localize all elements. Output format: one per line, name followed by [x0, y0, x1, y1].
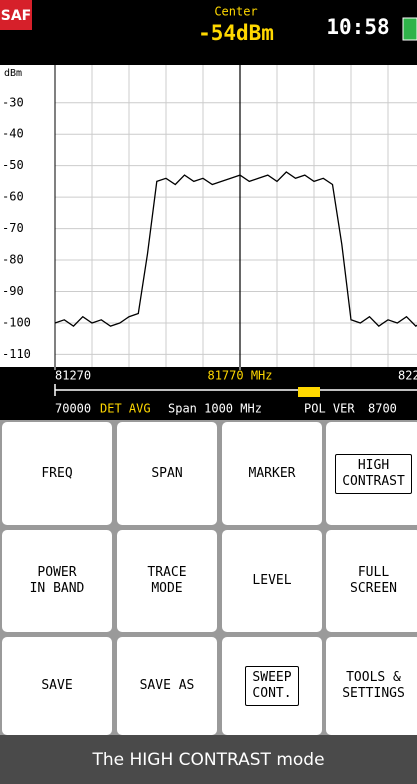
logo: SAF	[1, 8, 31, 24]
menu-button[interactable]: SAVE AS	[117, 637, 217, 735]
button-label: SWEEP CONT.	[245, 666, 299, 706]
y-tick-label: -50	[2, 158, 24, 172]
y-tick-label: -30	[2, 95, 24, 109]
menu-button[interactable]: TOOLS & SETTINGS	[326, 637, 417, 735]
trace	[54, 171, 417, 327]
y-tick-label: -90	[2, 284, 24, 298]
y-tick-label: -100	[2, 315, 31, 329]
status-polarization: POL VER	[304, 402, 355, 416]
y-tick-label: -70	[2, 221, 24, 235]
status-bg	[0, 367, 417, 420]
menu-button[interactable]: SPAN	[117, 422, 217, 525]
button-label: MARKER	[248, 465, 296, 481]
status-stop: 8700	[368, 402, 397, 416]
button-label: HIGH CONTRAST	[335, 453, 412, 494]
button-label: SPAN	[151, 465, 183, 481]
menu-button[interactable]: TRACE MODE	[117, 530, 217, 632]
button-label: TOOLS & SETTINGS	[342, 670, 405, 701]
status-span: Span 1000 MHz	[168, 402, 262, 416]
menu-button[interactable]: LEVEL	[222, 530, 322, 632]
button-grid: FREQ SPAN MARKER HIGH CONTRAST POWER IN BAND…	[0, 420, 417, 735]
menu-button[interactable]: SWEEP CONT.	[222, 637, 322, 735]
x-tick-label: 81270	[55, 369, 91, 383]
x-tick-label: 81770 MHz	[207, 369, 272, 383]
menu-button[interactable]: SAVE	[2, 637, 112, 735]
menu-button[interactable]: MARKER	[222, 422, 322, 525]
status-start: 70000	[55, 402, 91, 416]
menu-button[interactable]: HIGH CONTRAST	[326, 422, 417, 525]
menu-button[interactable]: POWER IN BAND	[2, 530, 112, 632]
header-bg	[0, 0, 417, 65]
button-label: FREQ	[41, 465, 73, 481]
menu-button[interactable]: FREQ	[2, 422, 112, 525]
button-label: LEVEL	[252, 573, 292, 588]
analyzer-view: SAF Center -54dBm 10:58 dBm -30 -40 -50 -60…	[0, 0, 417, 420]
span-position	[298, 387, 320, 397]
clock: 10:58	[326, 15, 389, 39]
battery	[402, 17, 417, 41]
caption: The HIGH CONTRAST mode	[0, 735, 417, 784]
center-label: Center	[214, 5, 257, 19]
logo-bg	[0, 0, 32, 30]
y-axis-label: dBm	[4, 68, 22, 79]
center-value: -54dBm	[198, 21, 274, 45]
button-label: TRACE MODE	[147, 565, 187, 596]
y-tick-label: -40	[2, 127, 24, 141]
button-label: SAVE	[41, 678, 73, 693]
plot-bg	[0, 65, 417, 367]
menu-button[interactable]: FULL SCREEN	[326, 530, 417, 632]
button-label: POWER IN BAND	[29, 565, 85, 596]
status-detector: DET AVG	[100, 402, 151, 416]
plot: -30 -40 -50 -60 -70 -80 -90 -100 -110	[2, 65, 417, 367]
x-tick-label: 82270	[398, 369, 417, 383]
y-tick-label: -80	[2, 253, 24, 267]
button-label: SAVE AS	[139, 678, 195, 693]
button-label: FULL SCREEN	[350, 565, 397, 596]
y-tick-label: -60	[2, 190, 24, 204]
y-tick-label: -110	[2, 347, 31, 361]
